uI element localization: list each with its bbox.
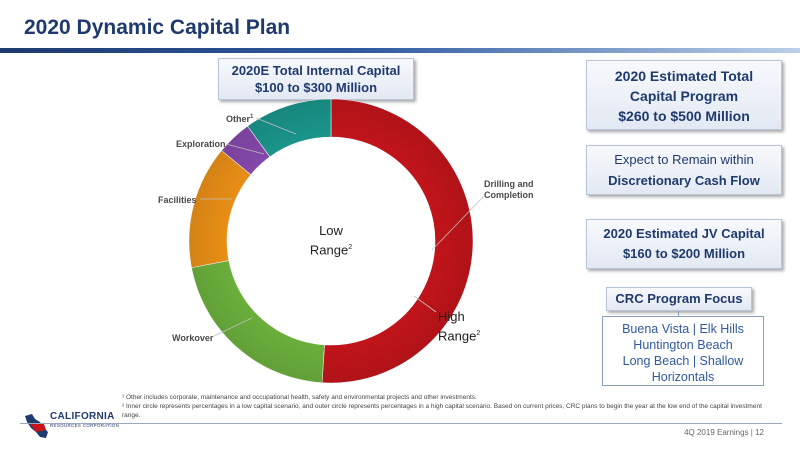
label-drilling: Drilling and Completion (484, 179, 534, 200)
focus-connector (678, 311, 679, 317)
page-title: 2020 Dynamic Capital Plan (24, 16, 291, 39)
footnote-1: ¹ Other includes corporate, maintenance … (122, 394, 477, 401)
leader-drilling (431, 195, 485, 251)
expect-line2: Discretionary Cash Flow (608, 173, 760, 188)
focus-line-3: Long Beach | Shallow (622, 354, 744, 368)
label-workover: Workover (172, 333, 214, 343)
leader-exploration (225, 143, 265, 155)
jv-capital-callout: 2020 Estimated JV Capital $160 to $200 M… (586, 219, 782, 269)
expect-callout: Expect to Remain within Discretionary Ca… (586, 145, 782, 195)
internal-capital-line1: 2020E Total Internal Capital (231, 63, 401, 78)
program-focus-list: Buena Vista | Elk Hills Huntington Beach… (602, 316, 764, 386)
internal-capital-callout: 2020E Total Internal Capital $100 to $30… (218, 58, 414, 100)
total-line2: Capital Program (629, 88, 739, 104)
low-range-label: Low Range2 (309, 223, 353, 258)
total-line3: $260 to $500 Million (618, 108, 750, 124)
leader-workover (213, 317, 253, 337)
ring-hole-outer (227, 137, 435, 345)
logo-sub: RESOURCES CORPORATION (50, 423, 120, 428)
high-range-label: High Range2 (438, 309, 481, 344)
focus-line-4: Horizontals (651, 370, 715, 384)
logo-name: CALIFORNIA (50, 411, 115, 422)
total-line1: 2020 Estimated Total (614, 68, 754, 84)
footer-rule (20, 423, 782, 424)
jv-line1: 2020 Estimated JV Capital (603, 226, 765, 241)
title-rule (0, 48, 800, 53)
jv-line2: $160 to $200 Million (622, 246, 746, 261)
label-other: Other1 (226, 114, 254, 124)
total-capital-callout: 2020 Estimated Total Capital Program $26… (586, 60, 782, 130)
program-focus-heading: CRC Program Focus (606, 287, 752, 311)
focus-line-1: Buena Vista | Elk Hills (622, 322, 744, 336)
footnotes: ¹ Other includes corporate, maintenance … (122, 393, 762, 420)
expect-line1: Expect to Remain within (614, 152, 754, 167)
focus-line-2: Huntington Beach (633, 338, 733, 352)
internal-capital-line2: $100 to $300 Million (254, 80, 378, 95)
label-facilities: Facilities (158, 195, 197, 205)
leader-other (255, 117, 297, 135)
footnote-2: ² Inner circle represents percentages in… (122, 403, 762, 419)
page-footer: 4Q 2019 Earnings | 12 (684, 428, 764, 437)
california-resources-logo-icon (25, 414, 48, 438)
label-exploration: Exploration (176, 139, 226, 149)
leader-high-range (413, 295, 437, 313)
